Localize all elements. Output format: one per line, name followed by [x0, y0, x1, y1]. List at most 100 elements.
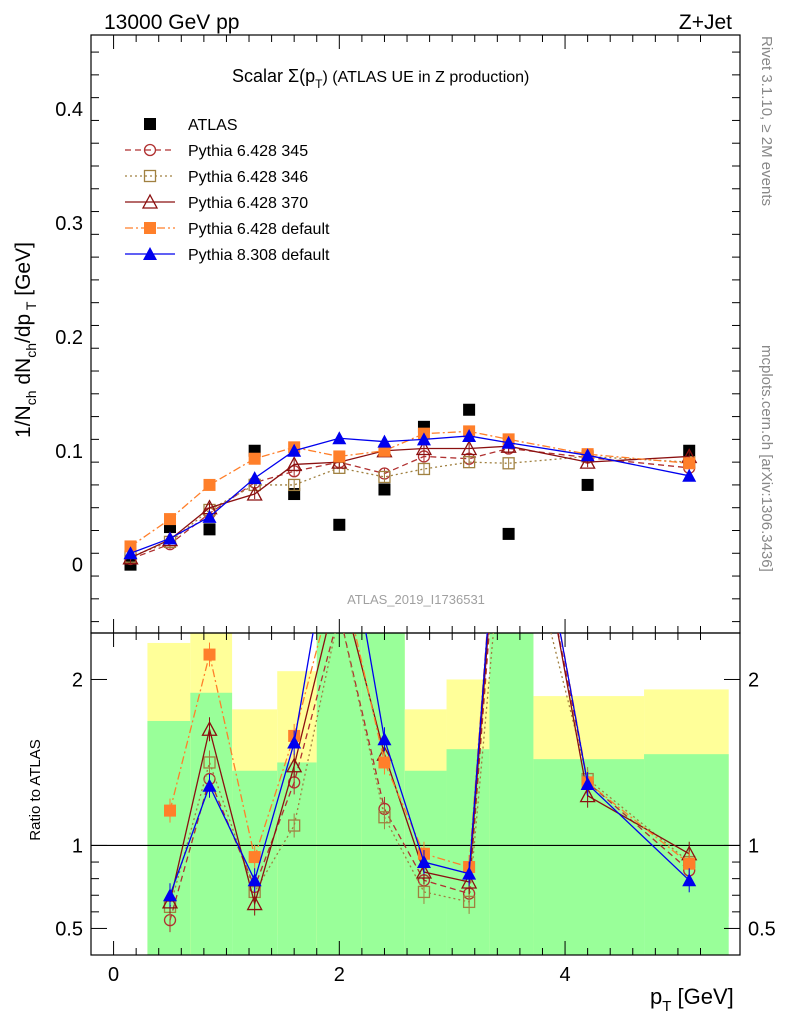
ratio-point — [288, 819, 301, 832]
data-point — [202, 509, 217, 523]
ratio-point — [682, 873, 697, 887]
data-point — [416, 432, 431, 446]
ratio-point — [503, 342, 515, 354]
data-point — [461, 440, 478, 456]
ratio-point — [203, 756, 216, 769]
green-band — [190, 692, 233, 955]
legend-marker — [144, 118, 156, 130]
data-point — [333, 450, 346, 463]
ratio-point — [377, 732, 392, 746]
title-main: Scalar Σ(p — [232, 66, 315, 86]
ratio-point — [164, 804, 177, 817]
data-point — [683, 457, 696, 470]
data-point — [248, 452, 261, 465]
title-rest: ) (ATLAS UE in Z production) — [323, 69, 530, 86]
y-tick-label: 0.1 — [55, 441, 83, 463]
legend-label: Pythia 6.428 default — [188, 221, 330, 238]
legend-marker — [143, 247, 157, 260]
ratio-y-tick-label: 0.5 — [55, 918, 83, 940]
data-point — [580, 448, 595, 462]
data-point — [288, 478, 301, 492]
ratio-point — [334, 608, 345, 619]
legend-marker — [143, 169, 157, 183]
chart-title: Scalar Σ(pT) (ATLAS UE in Z production) — [232, 66, 529, 91]
legend-label: Pythia 6.428 346 — [188, 169, 308, 186]
data-point — [463, 403, 476, 416]
ratio-series-group — [161, 342, 698, 933]
data-point — [163, 531, 178, 545]
ratio-y-tick-label-right: 0.5 — [748, 918, 776, 940]
ratio-point — [502, 357, 516, 370]
legend-label: Pythia 6.428 345 — [188, 143, 308, 160]
ratio-point — [247, 873, 262, 887]
ratio-point — [201, 720, 218, 736]
data-point — [378, 483, 391, 496]
ratio-y-tick-label-right: 2 — [748, 669, 759, 691]
ratio-point — [415, 863, 433, 879]
data-series — [122, 342, 698, 933]
x-axis-label: pT [GeV] — [650, 984, 734, 1015]
ratio-point — [334, 608, 345, 619]
ratio-point — [246, 895, 263, 911]
data-point — [502, 457, 515, 470]
data-point — [378, 470, 391, 484]
ratio-point — [378, 756, 391, 769]
legend-label: ATLAS — [188, 117, 238, 134]
ratio-point — [378, 811, 391, 824]
ratio-y-tick-label-right: 1 — [748, 835, 759, 857]
ratio-ylabel: Ratio to ATLAS — [27, 739, 44, 840]
ratio-point — [203, 648, 216, 661]
data-point — [417, 462, 431, 476]
x-tick-label: 4 — [559, 964, 570, 986]
data-point — [287, 443, 302, 457]
ratio-point — [161, 893, 179, 909]
ratio-point — [683, 857, 696, 870]
ratio-point — [332, 573, 346, 586]
ratio-point — [461, 873, 478, 889]
ratio-point — [462, 866, 477, 880]
header-left: 13000 GeV pp — [104, 11, 239, 34]
data-point — [377, 434, 392, 448]
series-line-4 — [130, 430, 690, 547]
xlabel-rest: [GeV] — [671, 984, 733, 1009]
y-tick-label: 0.4 — [55, 99, 83, 121]
data-point — [581, 478, 594, 491]
series-line-5 — [130, 435, 690, 554]
ratio-uncertainty-bands — [147, 633, 729, 955]
ratio-point — [202, 778, 217, 792]
data-point — [203, 478, 216, 491]
data-point — [332, 431, 347, 445]
ratio-point — [416, 855, 431, 869]
title-sub: T — [315, 77, 323, 91]
data-point — [333, 518, 346, 531]
green-band — [489, 633, 534, 955]
ratio-point — [580, 777, 595, 791]
data-point — [203, 523, 216, 536]
x-tick-label: 0 — [108, 964, 119, 986]
data-point — [415, 440, 433, 456]
data-point — [501, 435, 516, 449]
ratio-y-tick-label: 2 — [72, 669, 83, 691]
green-band — [316, 633, 362, 955]
series-line-2 — [130, 455, 690, 558]
y-tick-label: 0.3 — [55, 213, 83, 235]
green-band — [277, 762, 317, 955]
green-band — [644, 754, 729, 955]
ratio-point — [163, 888, 178, 902]
green-band — [361, 633, 405, 955]
y-tick-label: 0.2 — [55, 327, 83, 349]
data-point — [164, 513, 177, 526]
data-point — [462, 428, 477, 442]
xlabel-sub: T — [662, 998, 671, 1015]
legend-marker — [143, 143, 157, 157]
legend-label: Pythia 6.428 370 — [188, 195, 308, 212]
side-label-bottom: mcplots.cern.ch [arXiv:1306.3436] — [758, 345, 775, 572]
ratio-point — [417, 885, 431, 899]
ratio-point — [332, 473, 346, 486]
data-point — [246, 485, 263, 501]
data-point — [378, 444, 391, 457]
legend-label: Pythia 8.308 default — [188, 247, 330, 264]
ratio-line-3 — [169, 633, 690, 868]
y-axis-label: 1/Nch dNch/dp T [GeV] — [12, 242, 39, 438]
labels: 13000 GeV pp Z+Jet Rivet 3.1.10, ≥ 2M ev… — [12, 11, 775, 1015]
